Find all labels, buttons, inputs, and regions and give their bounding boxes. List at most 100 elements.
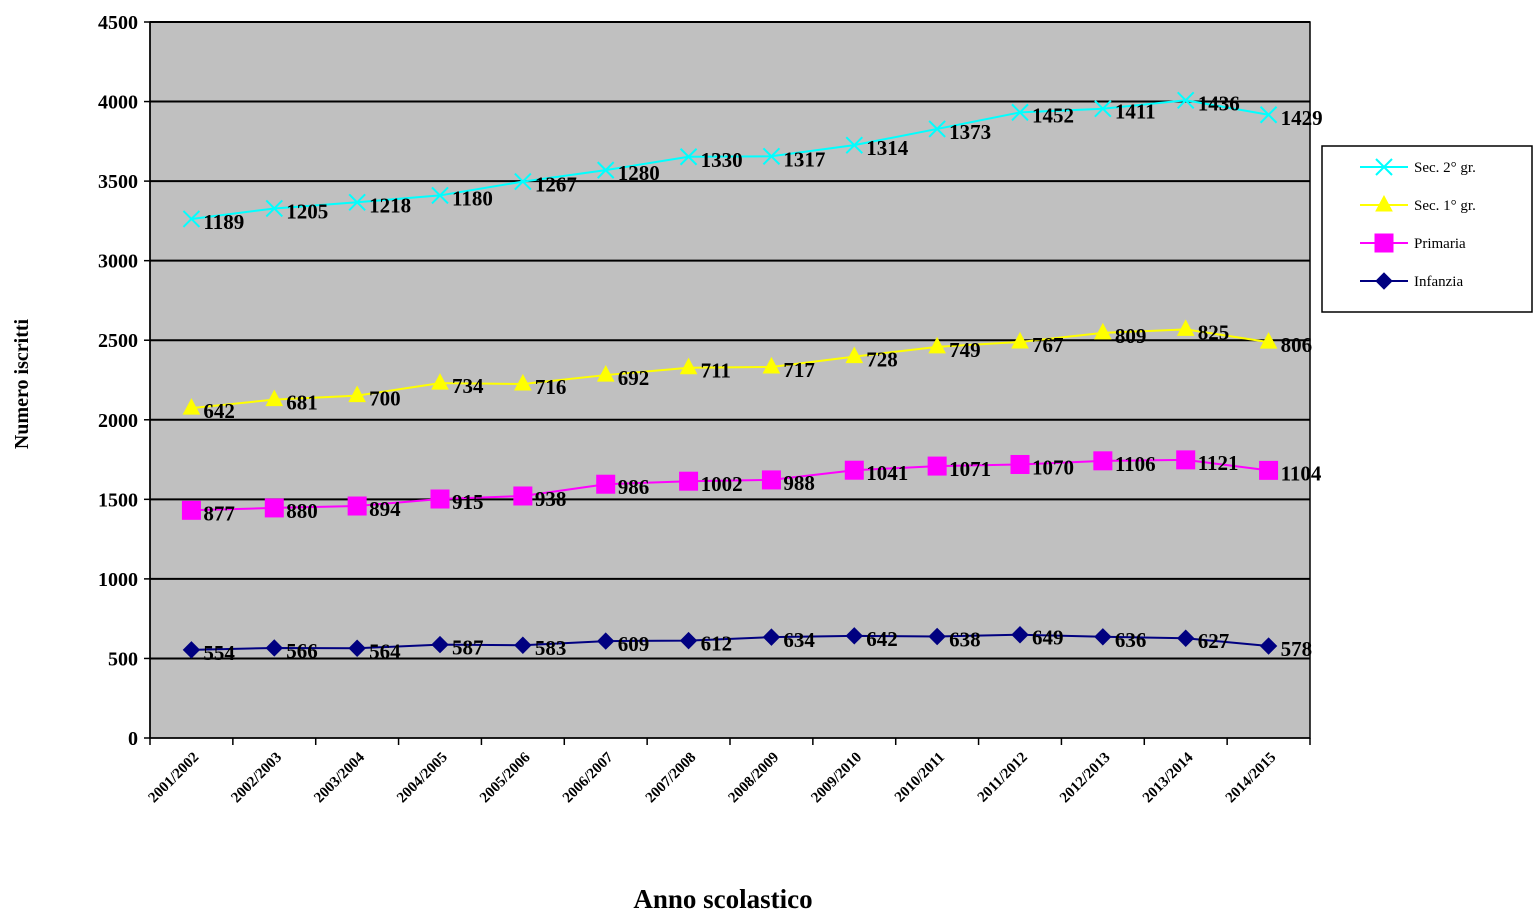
data-point <box>1011 626 1029 644</box>
data-label: 1411 <box>1115 100 1156 124</box>
x-tick-label: 2002/2003 <box>228 750 285 807</box>
data-label: 1218 <box>369 193 411 217</box>
x-tick-label: 2005/2006 <box>477 749 534 806</box>
legend-label: Sec. 2° gr. <box>1414 160 1476 176</box>
data-point <box>927 456 947 476</box>
data-label: 554 <box>203 641 235 665</box>
data-point <box>347 496 367 516</box>
data-point <box>928 336 946 354</box>
data-label: 587 <box>452 636 484 660</box>
data-point <box>265 639 283 657</box>
data-point <box>844 460 864 480</box>
legend-marker <box>1374 233 1394 253</box>
data-label: 636 <box>1115 628 1147 652</box>
data-point <box>845 136 863 154</box>
marker-stroke <box>762 147 781 165</box>
legend-label: Sec. 1° gr. <box>1414 198 1476 214</box>
data-point <box>761 470 781 490</box>
data-label: 1314 <box>866 136 909 160</box>
legend-item: Sec. 1° gr. <box>1360 194 1476 214</box>
data-point <box>679 631 698 650</box>
data-label: 1280 <box>618 161 660 185</box>
marker-stroke <box>1094 100 1112 118</box>
data-point <box>513 486 533 506</box>
data-point <box>679 471 699 491</box>
legend-marker <box>1375 194 1393 212</box>
data-label: 728 <box>866 348 898 372</box>
data-label: 894 <box>369 497 401 521</box>
x-tick-label: 2009/2010 <box>808 750 865 807</box>
data-label: 938 <box>535 487 567 511</box>
data-point <box>264 498 284 518</box>
data-label: 711 <box>701 359 731 383</box>
marker-stroke <box>514 172 532 191</box>
marker-stroke <box>679 148 698 166</box>
data-label: 692 <box>618 366 650 390</box>
x-tick-label: 2004/2005 <box>394 750 451 807</box>
data-point <box>431 373 449 390</box>
marker-stroke <box>1375 158 1393 176</box>
x-tick-label: 2014/2015 <box>1223 750 1280 807</box>
data-label: 749 <box>949 338 981 362</box>
data-label: 1002 <box>701 472 743 496</box>
data-point <box>1177 629 1195 647</box>
data-label: 767 <box>1032 333 1064 357</box>
series-line <box>191 458 1269 512</box>
data-point <box>1176 319 1195 336</box>
data-point <box>431 186 449 205</box>
data-label: 564 <box>369 639 401 663</box>
data-label: 717 <box>783 358 815 382</box>
data-point <box>1177 91 1195 109</box>
plot-area <box>149 21 1311 739</box>
series-line <box>191 328 1269 410</box>
y-tick-label: 1000 <box>98 569 138 591</box>
y-tick-label: 500 <box>108 648 138 670</box>
marker-stroke <box>182 210 201 228</box>
x-tick-label: 2001/2002 <box>146 750 203 807</box>
data-label: 1104 <box>1281 461 1322 485</box>
data-label: 1330 <box>701 148 743 172</box>
series-line <box>191 99 1269 220</box>
data-label: 1452 <box>1032 103 1074 127</box>
series-sec-1-gr: 642 681 700 734 716 692 711 717 728 749 767 809 825 8… <box>182 319 1313 423</box>
data-label: 609 <box>618 632 650 656</box>
y-tick-label: 4500 <box>98 12 138 34</box>
legend-box <box>1321 145 1533 313</box>
series-primaria: 877 880 894 915 938 986 1002 988 1041 1071 1070 110… <box>181 450 1322 525</box>
data-point <box>1011 331 1029 349</box>
marker-stroke <box>265 199 283 218</box>
y-tick-label: 1500 <box>98 489 138 511</box>
data-label: 1041 <box>866 461 908 485</box>
x-tick-label: 2013/2014 <box>1140 749 1197 806</box>
data-label: 642 <box>203 399 235 423</box>
data-label: 1106 <box>1115 452 1156 476</box>
marker-stroke <box>597 161 615 179</box>
data-label: 1373 <box>949 120 991 144</box>
data-label: 988 <box>783 471 815 495</box>
data-label: 734 <box>452 374 484 398</box>
marker-stroke <box>1011 103 1029 122</box>
data-label: 634 <box>783 628 815 652</box>
data-label: 806 <box>1281 333 1313 357</box>
x-tick-label: 2010/2011 <box>892 750 948 806</box>
data-point <box>182 398 201 415</box>
data-point <box>1176 450 1196 470</box>
data-point <box>348 385 366 403</box>
data-label: 716 <box>535 375 567 399</box>
series-layer: 554 566 564 587 583 609 612 634 642 638 649 636 627 5… <box>181 91 1323 665</box>
data-point <box>265 199 283 218</box>
data-point <box>1010 454 1030 474</box>
marker-stroke <box>431 186 449 205</box>
x-tick-label: 2007/2008 <box>643 750 700 807</box>
data-point <box>845 627 863 645</box>
data-label: 1429 <box>1281 106 1323 130</box>
data-point <box>679 148 698 166</box>
data-label: 642 <box>866 627 898 651</box>
data-point <box>182 641 201 659</box>
y-tick-label: 0 <box>128 728 138 750</box>
data-point <box>845 346 864 364</box>
data-label: 1071 <box>949 457 991 481</box>
marker-stroke <box>928 120 946 138</box>
data-label: 809 <box>1115 324 1147 348</box>
data-point <box>1259 637 1278 655</box>
